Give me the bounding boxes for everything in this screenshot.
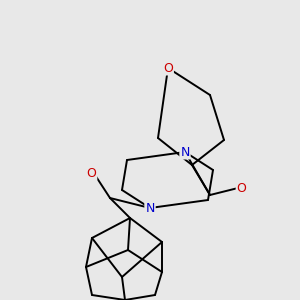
Text: O: O [163, 61, 173, 74]
Text: N: N [180, 146, 190, 158]
Text: O: O [237, 182, 247, 194]
Text: O: O [86, 167, 96, 180]
Text: N: N [145, 202, 155, 214]
